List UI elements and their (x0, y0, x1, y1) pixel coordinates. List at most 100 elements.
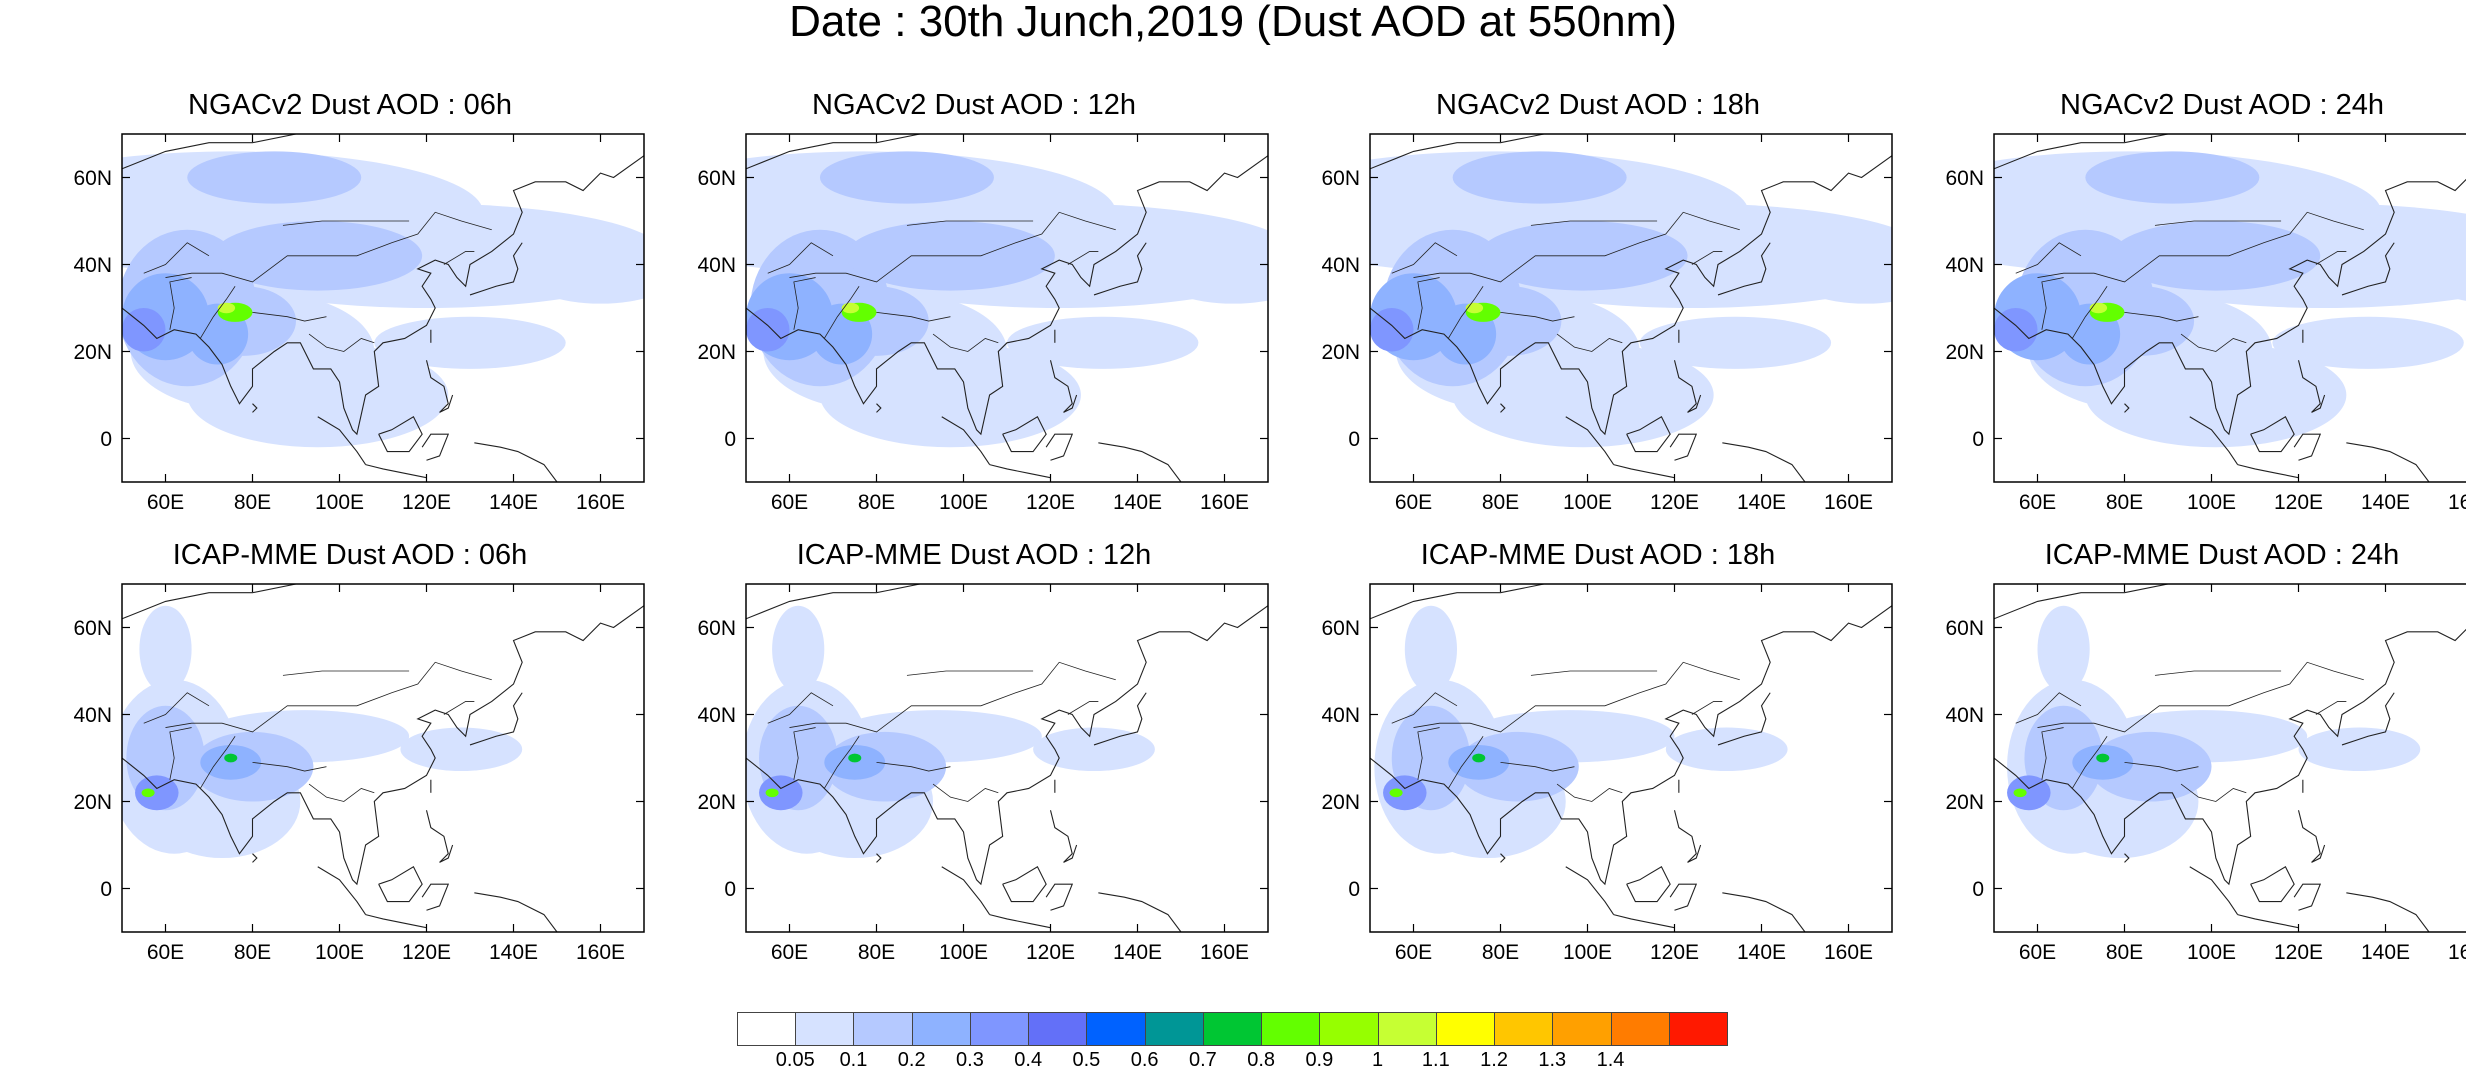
country-border (823, 286, 860, 339)
lon-tick-label: 140E (2360, 941, 2411, 964)
lat-tick-label: 0 (724, 877, 736, 901)
lat-tick-label: 40N (1945, 703, 1984, 727)
dust-plume-area (1639, 316, 1832, 369)
coastline (1722, 892, 1806, 932)
country-border (1391, 692, 1458, 724)
lon-tick-label: 60E (2018, 491, 2057, 514)
coastline (1994, 584, 2169, 620)
lon-tick-label: 80E (233, 941, 272, 964)
coastline (1994, 628, 2466, 886)
dust-plume-area (2007, 775, 2051, 811)
country-border (793, 277, 816, 330)
lon-tick-label: 100E (1562, 941, 1613, 964)
country-border (2071, 286, 2108, 339)
lon-tick-label: 60E (146, 941, 185, 964)
lat-tick-label: 60N (73, 166, 112, 190)
dust-plume-area (759, 775, 803, 811)
country-border (1530, 670, 1658, 676)
colorbar-label: 1.4 (1596, 1049, 1625, 1071)
country-border (252, 311, 327, 322)
dust-plume-area (1665, 727, 1788, 772)
lon-tick-label: 80E (1481, 491, 1520, 514)
lon-tick-label: 60E (770, 941, 809, 964)
lat-tick-label: 0 (724, 427, 736, 451)
coastline (2297, 360, 2326, 413)
lat-tick-label: 0 (100, 427, 112, 451)
colorbar-label: 1 (1372, 1049, 1384, 1071)
dust-plume-area (772, 605, 825, 693)
lon-tick-label: 100E (314, 941, 365, 964)
coastline (1093, 692, 1147, 746)
lon-tick-label: 160E (1823, 941, 1874, 964)
dust-plume-area (1472, 753, 1486, 763)
coastline (378, 415, 423, 453)
country-border (1417, 727, 1440, 780)
coastline (365, 464, 427, 479)
map-frame (121, 583, 645, 933)
colorbar-label: 0.9 (1305, 1049, 1334, 1071)
colorbar-swatch (1261, 1012, 1321, 1046)
country-border (308, 783, 375, 802)
coastline (941, 416, 991, 465)
coastline (1565, 416, 1615, 465)
country-border (143, 242, 210, 274)
country-border (1691, 701, 1723, 715)
lat-tick-label: 20N (1321, 790, 1360, 814)
lat-tick-label: 0 (1348, 427, 1360, 451)
country-border (443, 701, 475, 715)
colorbar-swatch (1377, 1012, 1437, 1046)
country-border (2041, 727, 2064, 780)
panel-title: ICAP-MME Dust AOD : 18h (1420, 539, 1776, 571)
colorbar-label: 1.2 (1480, 1049, 1508, 1071)
coastline (1049, 810, 1078, 863)
lon-tick-label: 140E (488, 491, 539, 514)
coastline (2250, 865, 2295, 903)
dust-plume-area (2420, 245, 2466, 301)
country-border (169, 277, 192, 330)
lat-tick-label: 20N (73, 790, 112, 814)
aod-colorbar (737, 1012, 1728, 1048)
lon-tick-label: 140E (1112, 941, 1163, 964)
colorbar-swatch (737, 1012, 797, 1046)
country-border (2124, 761, 2199, 772)
map-frame (745, 583, 1269, 933)
lon-tick-label: 100E (2186, 491, 2237, 514)
coastline (365, 914, 427, 929)
country-border (932, 333, 999, 352)
coastline (2237, 464, 2299, 479)
dust-aod-map (1993, 583, 2466, 933)
lon-tick-label: 60E (1394, 491, 1433, 514)
map-frame (121, 133, 645, 483)
colorbar-swatch (1552, 1012, 1612, 1046)
map-panel: ICAP-MME Dust AOD : 18h 60N 40N 20N 0 60E 80E 1… (1308, 539, 1893, 964)
colorbar-swatch (795, 1012, 855, 1046)
lon-tick-label: 100E (938, 491, 989, 514)
country-border (767, 692, 834, 724)
map-panel: ICAP-MME Dust AOD : 12h 60N 40N 20N 0 60E 80E 1… (684, 540, 1269, 964)
country-border (2015, 242, 2082, 274)
country-border (282, 670, 410, 676)
lat-tick-label: 40N (697, 703, 736, 727)
country-border (443, 251, 475, 265)
coastline (252, 403, 258, 413)
lon-tick-label: 160E (1823, 491, 1874, 514)
dust-plume-area (1370, 308, 1414, 352)
lat-tick-label: 20N (1945, 340, 1984, 364)
country-border (906, 220, 1034, 226)
coastline (1370, 155, 1892, 436)
country-border (2315, 701, 2347, 715)
coastline (1994, 134, 2169, 170)
coastline (2189, 866, 2239, 915)
country-border (2124, 311, 2199, 322)
country-border (2154, 670, 2282, 676)
colorbar-swatch (1086, 1012, 1146, 1046)
lat-tick-label: 60N (1321, 616, 1360, 640)
dust-plume-area (139, 605, 192, 693)
country-border (876, 311, 951, 322)
coastline (2346, 892, 2430, 932)
coastline (122, 584, 297, 620)
lat-tick-label: 60N (1945, 166, 1984, 190)
coastline (2293, 433, 2322, 461)
lon-tick-label: 80E (2105, 941, 2144, 964)
country-border (1530, 220, 1658, 226)
